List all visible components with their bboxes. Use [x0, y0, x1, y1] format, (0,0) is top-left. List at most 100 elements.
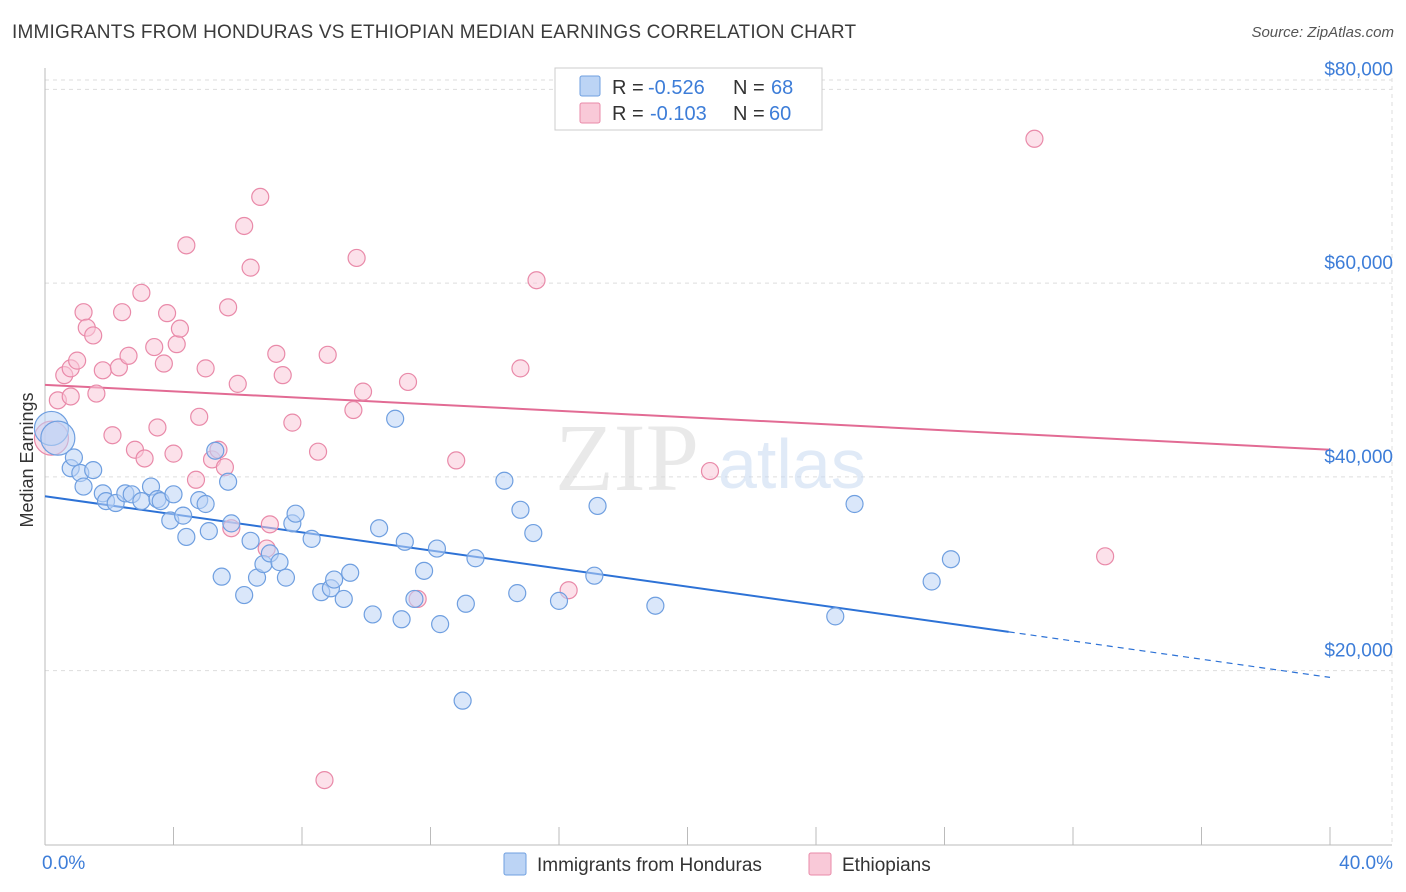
- data-point-blue: [222, 514, 241, 533]
- trend-line-pink: [44, 383, 1331, 451]
- chart-title: IMMIGRANTS FROM HONDURAS VS ETHIOPIAN ME…: [12, 22, 857, 43]
- data-point-pink: [260, 515, 279, 534]
- data-point-blue: [241, 531, 260, 550]
- data-point-blue: [341, 563, 360, 582]
- data-point-pink: [157, 304, 177, 323]
- data-point-pink: [398, 372, 418, 392]
- data-point-pink: [68, 351, 87, 370]
- data-point-blue: [588, 496, 607, 516]
- data-point-pink: [164, 444, 183, 463]
- data-point-pink: [219, 298, 238, 317]
- data-point-pink: [273, 366, 292, 385]
- data-point-blue: [585, 566, 604, 585]
- watermark: ZIP atlas: [555, 404, 866, 511]
- data-point-blue: [524, 523, 543, 543]
- data-point-pink: [344, 400, 363, 420]
- data-point-pink: [700, 461, 720, 481]
- data-point-pink: [308, 442, 328, 461]
- data-point-blue: [212, 567, 231, 586]
- data-point-pink: [84, 326, 103, 345]
- data-point-pink: [148, 418, 167, 437]
- data-point-blue: [456, 594, 475, 613]
- data-point-pink: [318, 345, 337, 364]
- data-point-blue: [414, 561, 434, 580]
- legend-swatch-ethiopians: [808, 852, 832, 876]
- y-tick-label: $20,000: [1324, 641, 1393, 662]
- data-point-pink: [109, 358, 128, 377]
- stats-r-label-1: R =: [612, 77, 644, 99]
- data-point-pink: [177, 236, 196, 255]
- data-point-blue: [286, 504, 305, 523]
- data-point-pink: [511, 359, 530, 378]
- data-point-blue: [219, 472, 238, 491]
- data-point-blue: [922, 572, 941, 591]
- data-point-pink: [283, 413, 302, 432]
- data-point-pink: [170, 319, 190, 338]
- data-points: [33, 129, 1115, 790]
- data-point-pink: [447, 451, 466, 470]
- data-point-blue: [235, 585, 254, 605]
- data-point-blue: [132, 491, 151, 511]
- stats-n-label-2: N =: [733, 103, 765, 125]
- data-point-pink: [132, 283, 151, 302]
- x-tick-label-start: 0.0%: [42, 853, 85, 874]
- data-point-blue: [646, 596, 665, 615]
- y-axis-label: Median Earnings: [17, 392, 37, 527]
- data-point-blue: [511, 500, 530, 519]
- data-point-pink: [93, 361, 112, 380]
- data-point-blue: [466, 549, 485, 568]
- data-point-pink: [103, 426, 122, 445]
- data-point-blue: [177, 527, 196, 547]
- x-tick-label-end: 40.0%: [1339, 853, 1393, 874]
- data-point-blue: [206, 441, 225, 460]
- watermark-zip: ZIP: [555, 404, 699, 511]
- data-point-blue: [64, 448, 84, 467]
- stats-r-label-2: R =: [612, 103, 644, 125]
- axes: [44, 68, 1392, 846]
- data-point-pink: [315, 770, 334, 790]
- data-point-blue: [845, 494, 864, 514]
- data-point-pink: [235, 216, 254, 236]
- grid-lines: [45, 70, 1393, 845]
- data-point-blue: [74, 477, 93, 496]
- data-point-pink: [154, 354, 173, 373]
- stats-n-value-2: 60: [769, 103, 791, 125]
- data-point-blue: [392, 610, 411, 629]
- stats-r-value-1: -0.526: [648, 77, 705, 99]
- data-point-pink: [190, 407, 209, 426]
- data-point-pink: [167, 335, 186, 354]
- y-tick-label: $80,000: [1324, 59, 1393, 80]
- stats-r-value-2: -0.103: [650, 103, 707, 125]
- data-point-pink: [251, 187, 270, 207]
- stats-n-label-1: N =: [733, 77, 765, 99]
- legend-label-ethiopians: Ethiopians: [842, 855, 931, 876]
- trend-line-blue: [44, 495, 1009, 633]
- data-point-blue: [270, 553, 289, 572]
- y-tick-label: $40,000: [1324, 447, 1393, 468]
- data-point-pink: [186, 470, 206, 489]
- data-point-pink: [527, 271, 546, 290]
- data-point-pink: [1096, 547, 1115, 566]
- data-point-blue: [302, 529, 321, 548]
- y-tick-label: $60,000: [1324, 253, 1393, 274]
- legend: Immigrants from Honduras Ethiopians: [503, 852, 931, 876]
- data-point-pink: [228, 374, 247, 393]
- data-point-blue: [196, 494, 215, 514]
- data-point-blue: [549, 591, 569, 610]
- data-point-blue: [363, 605, 382, 624]
- legend-swatch-honduras: [503, 852, 527, 876]
- data-point-pink: [145, 337, 164, 357]
- trend-lines: [44, 383, 1331, 679]
- data-point-pink: [347, 248, 366, 268]
- data-point-blue: [405, 589, 424, 609]
- data-point-blue: [164, 485, 183, 504]
- data-point-blue: [427, 539, 447, 558]
- data-point-blue: [508, 584, 527, 603]
- data-point-pink: [74, 303, 93, 322]
- tick-labels: $20,000 $40,000 $60,000 $80,000 0.0% 40.0%: [42, 59, 1393, 874]
- data-point-pink: [135, 449, 154, 468]
- data-point-blue: [325, 570, 344, 589]
- data-point-pink: [1025, 129, 1044, 148]
- data-point-pink: [353, 382, 373, 401]
